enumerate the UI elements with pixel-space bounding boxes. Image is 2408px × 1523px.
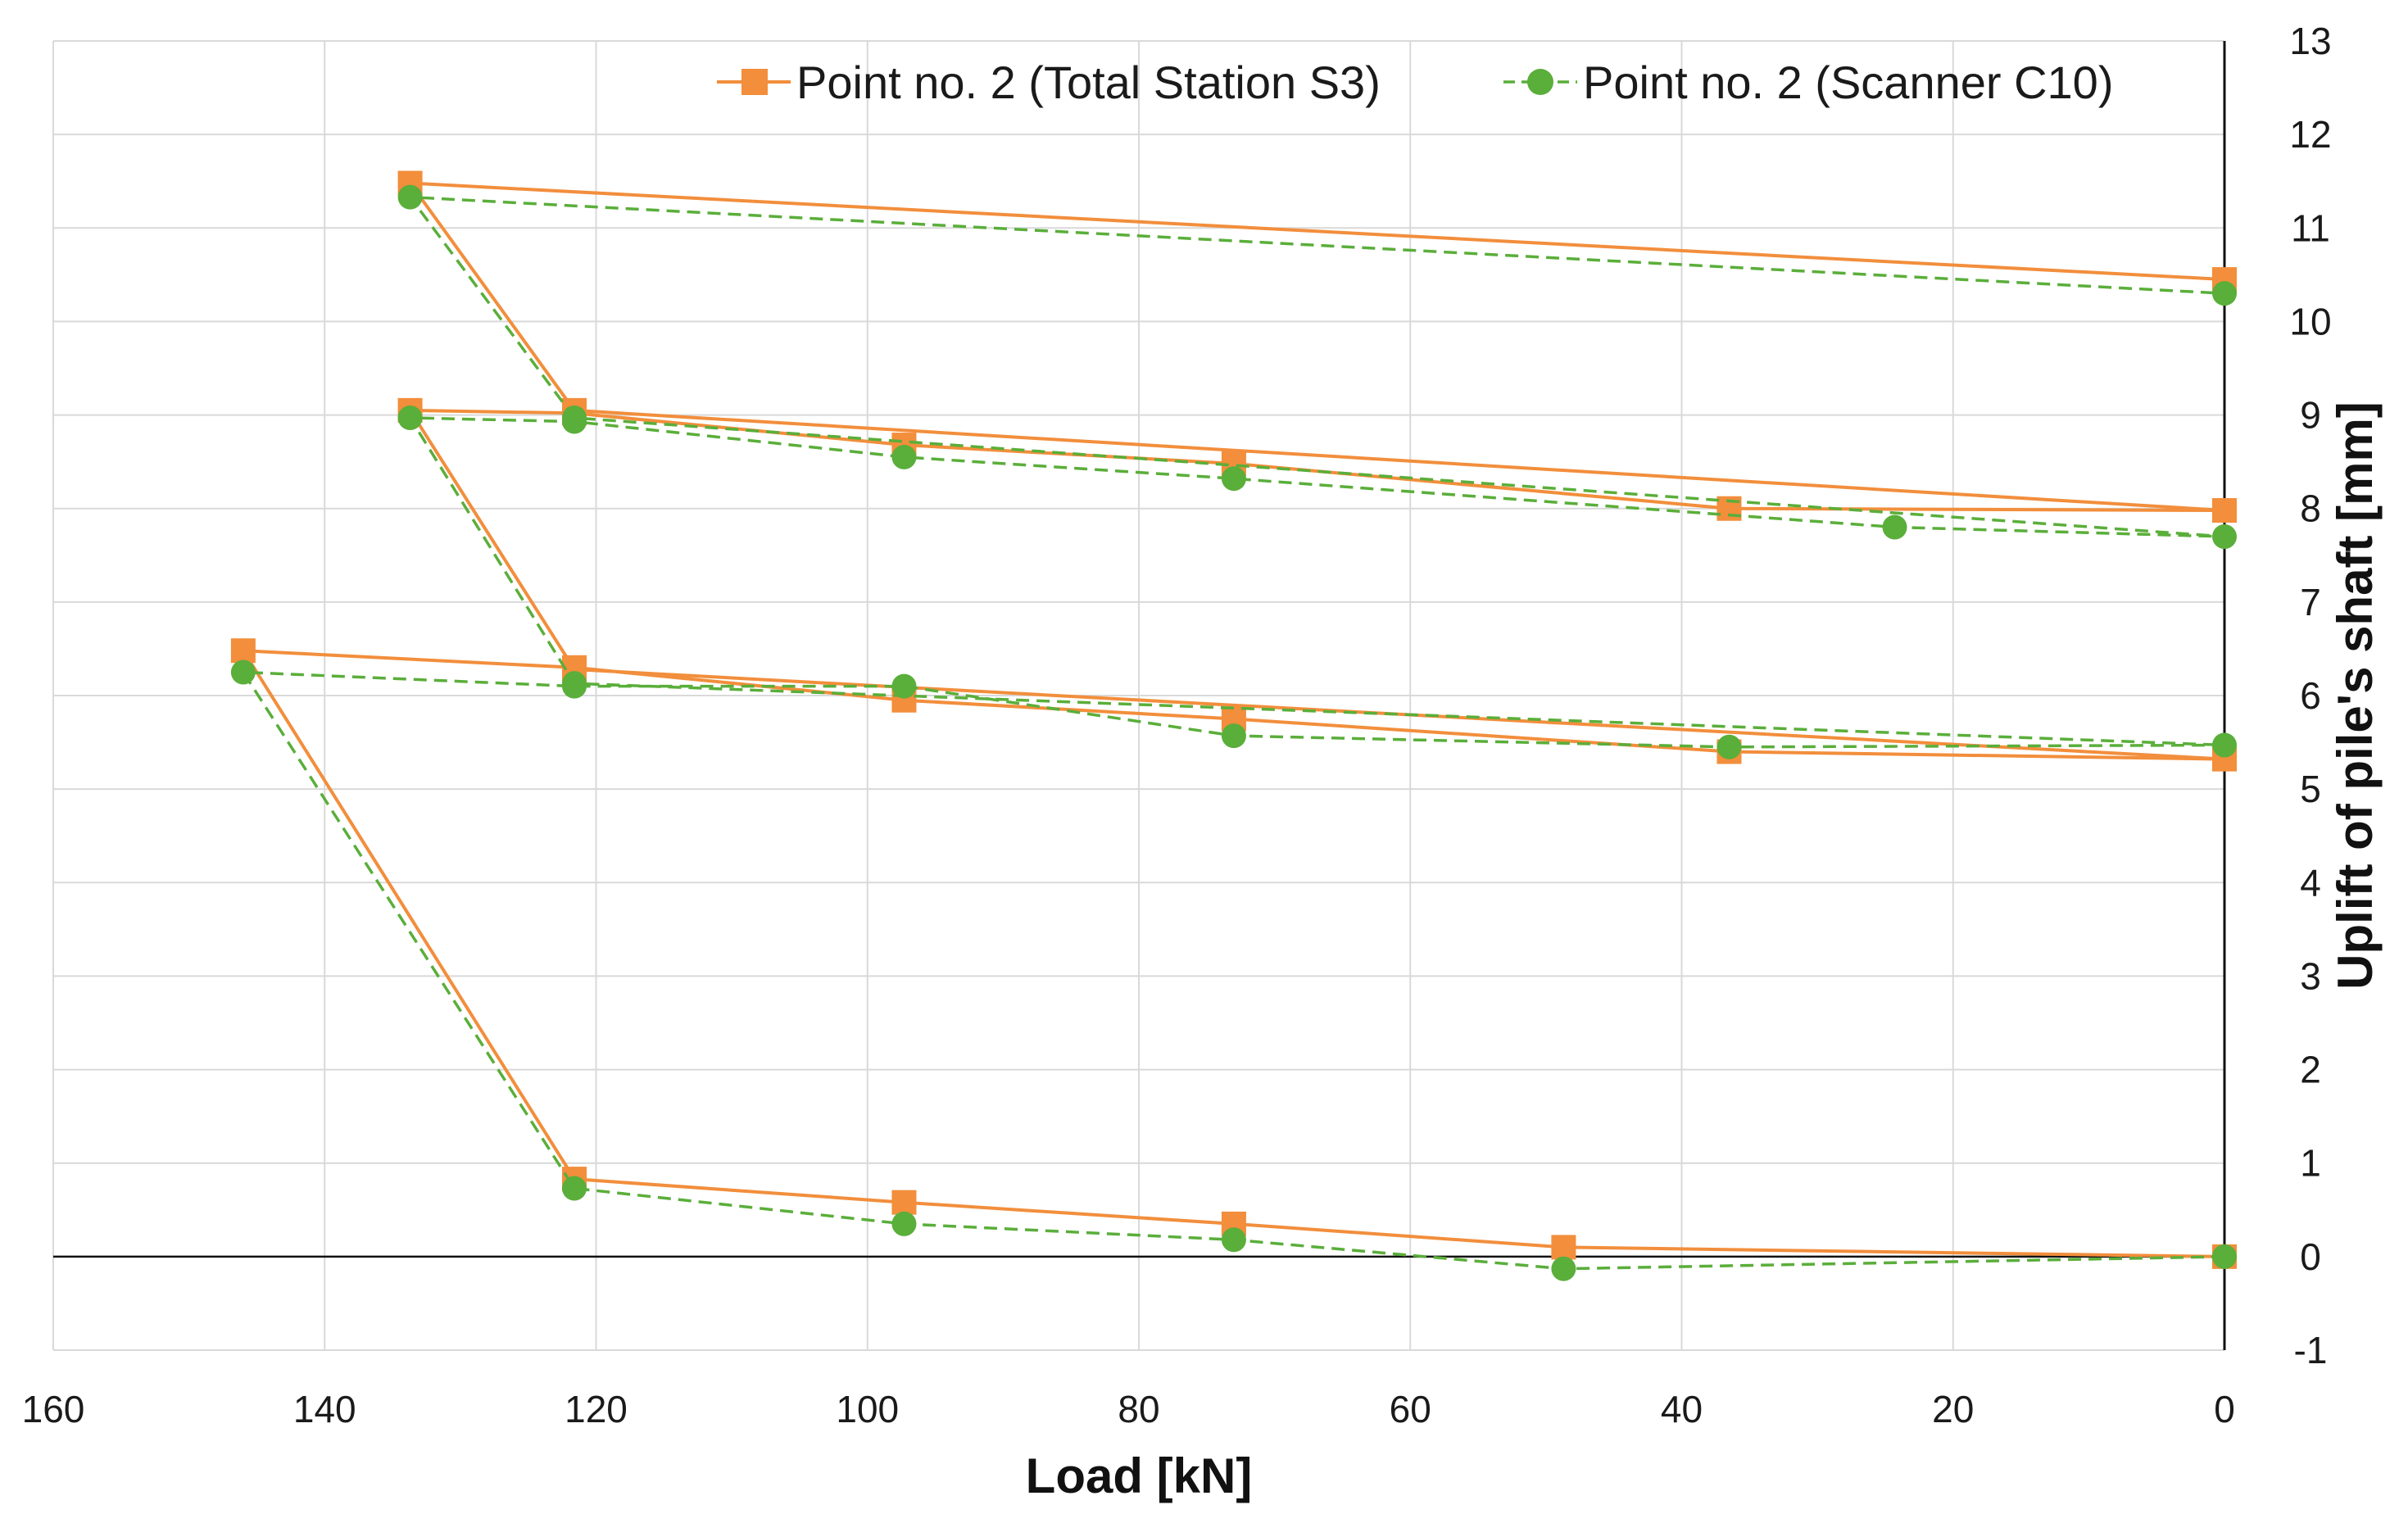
point-s0-5: [230, 638, 256, 664]
x-tick-label-1: 140: [293, 1388, 356, 1430]
point-s1-12: [397, 405, 423, 430]
legend-item-scanner: Point no. 2 (Scanner C10): [1503, 57, 2113, 108]
x-tick-labels: 160 140 120 100 80 60 40 20 0: [22, 1388, 2235, 1430]
point-s1-15: [1221, 466, 1246, 492]
point-s1-9: [1716, 734, 1742, 759]
point-s1-0: [2212, 1244, 2237, 1269]
point-s1-19: [397, 184, 423, 210]
legend: Point no. 2 (Total Station S3) Point no.…: [717, 57, 2113, 108]
y-tick-label-4: 3: [2300, 954, 2321, 997]
y-tick-label-9: 8: [2300, 487, 2321, 530]
point-s1-8: [1221, 723, 1246, 749]
series-1: [230, 184, 2237, 1281]
x-tick-label-2: 120: [565, 1388, 628, 1430]
y-tick-label-7: 6: [2300, 674, 2321, 717]
y-tick-label-10: 9: [2300, 394, 2321, 437]
point-s1-16: [1882, 514, 1907, 540]
legend-label-total-station: Point no. 2 (Total Station S3): [796, 57, 1381, 108]
y-tick-label-1: 0: [2300, 1235, 2321, 1278]
point-s1-4: [562, 1176, 587, 1201]
legend-label-scanner: Point no. 2 (Scanner C10): [1583, 57, 2113, 108]
legend-item-total-station: Point no. 2 (Total Station S3): [717, 57, 1381, 108]
x-tick-label-5: 60: [1390, 1388, 1431, 1430]
point-s1-1: [1551, 1256, 1576, 1281]
grid-lines: [52, 40, 2225, 1351]
y-tick-label-14: 13: [2289, 20, 2331, 62]
point-s1-11: [562, 671, 587, 696]
x-tick-label-4: 80: [1118, 1388, 1159, 1430]
x-tick-label-0: 160: [22, 1388, 85, 1430]
y-tick-label-0: -1: [2294, 1329, 2328, 1371]
y-tick-label-2: 1: [2300, 1142, 2321, 1185]
x-axis-title: Load [kN]: [1026, 1448, 1253, 1503]
y-tick-label-13: 12: [2289, 113, 2331, 156]
point-s1-18: [562, 405, 587, 430]
point-s1-17: [2212, 524, 2237, 549]
point-s0-1: [1551, 1235, 1576, 1260]
series-0: [230, 170, 2237, 1269]
y-tick-label-5: 4: [2300, 861, 2321, 904]
point-s1-7: [891, 673, 917, 699]
legend-marker-scanner: [1527, 69, 1553, 95]
series-layer: [230, 170, 2237, 1281]
point-s1-3: [891, 1211, 917, 1236]
point-s1-14: [891, 444, 917, 469]
point-s1-5: [230, 660, 256, 685]
y-tick-label-12: 11: [2291, 206, 2330, 249]
point-s1-10: [2212, 732, 2237, 758]
point-s0-3: [891, 1190, 917, 1215]
x-tick-label-3: 100: [836, 1388, 899, 1430]
y-tick-label-11: 10: [2289, 300, 2331, 342]
y-tick-label-8: 7: [2300, 581, 2321, 623]
point-s1-20: [2212, 281, 2237, 306]
legend-marker-total-station: [741, 69, 768, 95]
x-tick-label-7: 20: [1932, 1388, 1974, 1430]
y-axis-title: Uplift of pile's shaft [mm]: [2328, 401, 2383, 990]
point-s0-17: [2212, 497, 2237, 523]
y-tick-label-3: 2: [2300, 1049, 2321, 1091]
x-tick-label-6: 40: [1661, 1388, 1703, 1430]
point-s1-2: [1221, 1227, 1246, 1253]
x-tick-label-8: 0: [2214, 1388, 2235, 1430]
y-tick-label-6: 5: [2300, 768, 2321, 810]
